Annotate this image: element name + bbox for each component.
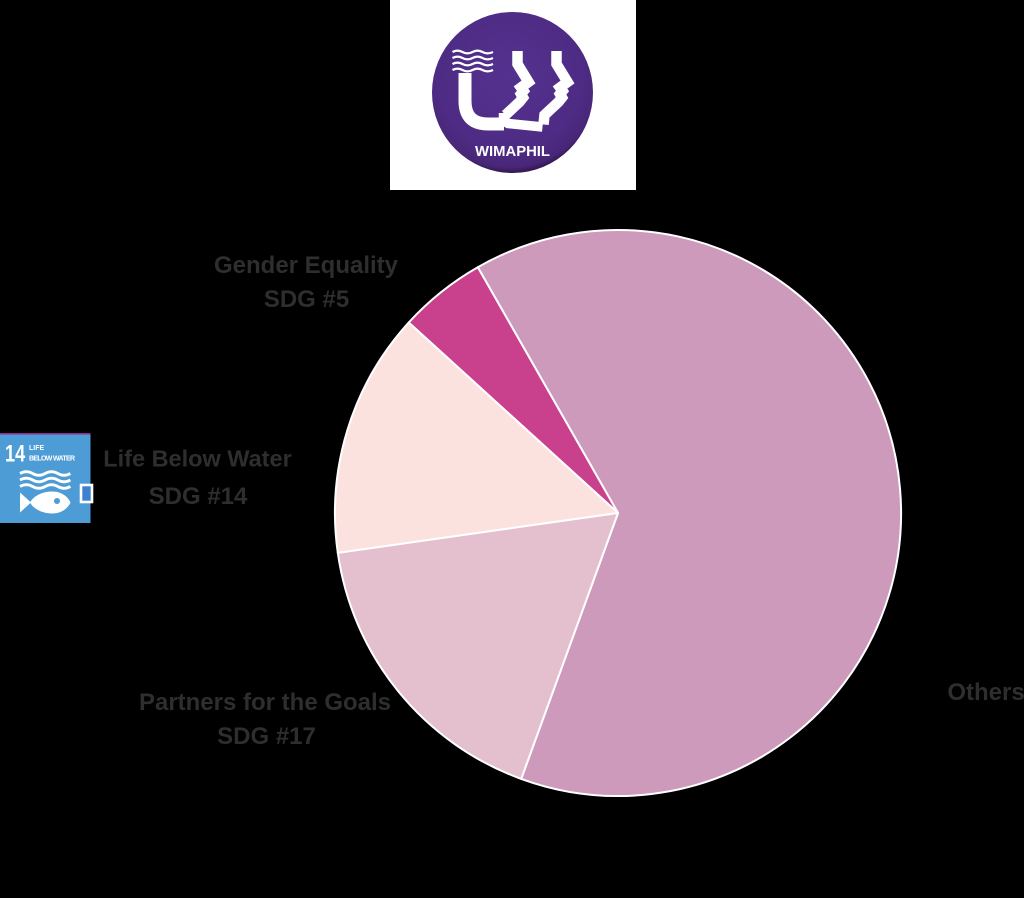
svg-text:LIFE: LIFE — [29, 445, 44, 452]
svg-text:BELOW WATER: BELOW WATER — [29, 456, 75, 463]
svg-text:14: 14 — [5, 439, 25, 467]
svg-text:WIMAPHIL: WIMAPHIL — [475, 144, 550, 160]
